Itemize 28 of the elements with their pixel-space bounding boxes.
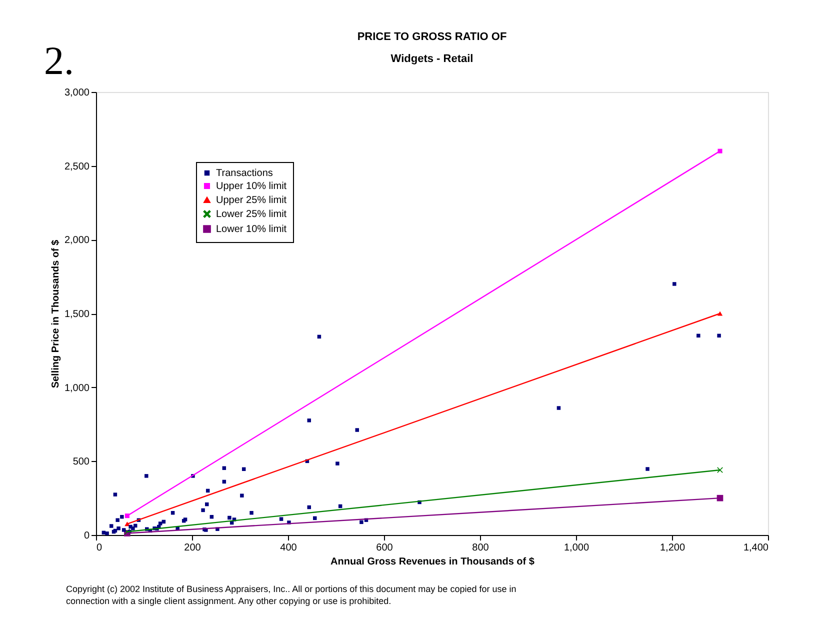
y-tick-label: 1,500 bbox=[64, 309, 90, 320]
x-tick-label: 800 bbox=[472, 542, 490, 554]
y-tick-label: 0 bbox=[84, 530, 90, 542]
x-tick-label: 600 bbox=[376, 542, 394, 554]
legend-label: Lower 25% limit bbox=[216, 209, 287, 220]
y-axis-title: Selling Price in Thousands of $ bbox=[50, 239, 62, 388]
x-tick-label: 200 bbox=[184, 542, 202, 554]
x-tick-label: 1,200 bbox=[660, 542, 686, 554]
y-tick-label: 2,500 bbox=[64, 161, 90, 172]
chart-subtitle: Widgets - Retail bbox=[390, 53, 474, 65]
x-tick-label: 1,000 bbox=[564, 542, 590, 554]
x-axis-title: Annual Gross Revenues in Thousands of $ bbox=[330, 556, 535, 568]
y-tick-label: 1,000 bbox=[64, 382, 90, 394]
point bbox=[718, 148, 722, 154]
x-tick-label: 0 bbox=[96, 542, 102, 554]
legend-label: Lower 10% limit bbox=[216, 224, 287, 235]
text: 2. bbox=[44, 38, 74, 83]
y-tick-label: 500 bbox=[72, 456, 90, 468]
x-tick-label: 400 bbox=[280, 542, 298, 554]
x-tick-label: 1,400 bbox=[743, 542, 769, 554]
text: Copyright (c) 2002 Institute of Business Appraisers, Inc.. All or portions of this document may be copied for use in connection with a single client assignment. Any other copying or use is prohibited. bbox=[66, 584, 516, 606]
chart-title: PRICE TO GROSS RATIO OF bbox=[357, 31, 507, 43]
y-tick-label: 2,000 bbox=[64, 235, 90, 246]
legend-label: Transactions bbox=[216, 168, 273, 179]
legend-label: Upper 25% limit bbox=[216, 195, 287, 206]
point bbox=[717, 467, 723, 473]
legend-label: Upper 10% limit bbox=[216, 181, 287, 192]
y-tick-label: 3,000 bbox=[64, 88, 90, 98]
